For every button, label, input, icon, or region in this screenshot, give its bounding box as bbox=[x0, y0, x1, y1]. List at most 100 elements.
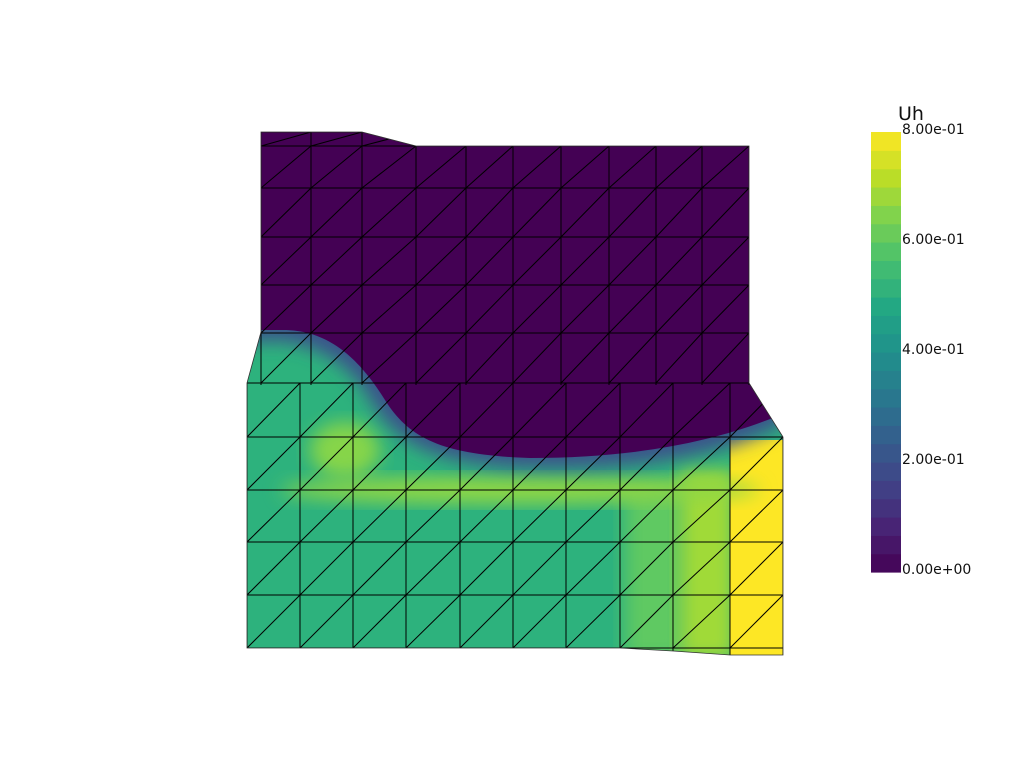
mesh-edge bbox=[701, 132, 750, 147]
mesh-edge bbox=[655, 236, 703, 286]
mesh-edge bbox=[608, 145, 657, 189]
mesh-edge bbox=[701, 284, 750, 334]
mesh-outline bbox=[246, 131, 784, 656]
mesh-edge bbox=[260, 187, 312, 238]
mesh-edge bbox=[310, 145, 363, 189]
mesh-edge bbox=[465, 284, 514, 334]
mesh-edge bbox=[247, 436, 301, 491]
mesh-edge bbox=[361, 236, 417, 286]
mesh-edge bbox=[247, 594, 301, 649]
mesh-edge bbox=[512, 382, 567, 438]
mesh-edge bbox=[415, 236, 467, 286]
mesh-edge bbox=[415, 284, 467, 334]
mesh-edge bbox=[565, 436, 621, 491]
mesh-edge bbox=[260, 284, 312, 334]
mesh-edge bbox=[619, 489, 674, 543]
mesh-edge bbox=[361, 145, 417, 189]
mesh-edge bbox=[310, 332, 363, 384]
mesh-edge bbox=[465, 236, 514, 286]
mesh-edge bbox=[299, 436, 354, 491]
mesh-edge bbox=[608, 332, 657, 384]
mesh-edge bbox=[701, 187, 750, 238]
mesh-edge bbox=[565, 489, 621, 543]
mesh-edge bbox=[459, 489, 514, 543]
mesh-edge bbox=[701, 236, 750, 286]
mesh-edge bbox=[655, 187, 703, 238]
mesh-edge bbox=[310, 236, 363, 286]
mesh-edge bbox=[361, 332, 417, 384]
mesh-edge bbox=[701, 332, 750, 384]
mesh-edge bbox=[608, 132, 657, 147]
mesh-edge bbox=[672, 541, 731, 596]
mesh-field bbox=[247, 132, 783, 655]
mesh-edge bbox=[565, 541, 621, 596]
mesh-edge bbox=[415, 145, 467, 189]
mesh-edge bbox=[299, 382, 354, 438]
mesh-edge bbox=[512, 594, 567, 649]
mesh-edge bbox=[512, 284, 562, 334]
field-fill-right-yellow bbox=[730, 440, 783, 655]
mesh-edge bbox=[415, 132, 467, 147]
mesh-edge bbox=[299, 489, 354, 543]
mesh-edge bbox=[459, 382, 514, 438]
mesh-edge bbox=[608, 284, 657, 334]
mesh-edge bbox=[608, 236, 657, 286]
mesh-edge bbox=[260, 236, 312, 286]
mesh-edge bbox=[459, 436, 514, 491]
mesh-edge bbox=[512, 436, 567, 491]
mesh-edge bbox=[352, 436, 407, 491]
mesh-edge bbox=[299, 594, 354, 649]
mesh-edge bbox=[512, 332, 562, 384]
mesh-edge bbox=[619, 382, 674, 438]
mesh-edge bbox=[560, 132, 610, 147]
mesh-edge bbox=[560, 187, 610, 238]
mesh-edge bbox=[672, 436, 731, 491]
mesh-edge bbox=[247, 382, 301, 438]
mesh-edge bbox=[729, 489, 783, 543]
mesh-edge bbox=[352, 489, 407, 543]
mesh-edge bbox=[361, 284, 417, 334]
mesh-edge bbox=[465, 187, 514, 238]
mesh-edge bbox=[655, 284, 703, 334]
mesh-edge bbox=[619, 594, 674, 649]
mesh-edge bbox=[655, 145, 703, 189]
mesh-edge bbox=[655, 332, 703, 384]
mesh-edge bbox=[560, 236, 610, 286]
mesh-edge bbox=[565, 382, 621, 438]
mesh-edge bbox=[560, 145, 610, 189]
mesh-edge bbox=[672, 382, 731, 438]
mesh-edge bbox=[465, 132, 514, 147]
mesh-edge bbox=[729, 436, 783, 491]
mesh-edge bbox=[619, 541, 674, 596]
mesh-edge bbox=[459, 541, 514, 596]
field-hotspot bbox=[310, 422, 380, 478]
mesh-edge bbox=[565, 594, 621, 649]
mesh-edge bbox=[352, 382, 407, 438]
mesh-edge bbox=[247, 541, 301, 596]
mesh-edge bbox=[729, 541, 783, 596]
mesh-edge bbox=[512, 236, 562, 286]
mesh-edge bbox=[405, 489, 461, 543]
mesh-edge bbox=[655, 132, 703, 147]
mesh-edge bbox=[361, 187, 417, 238]
mesh-edge bbox=[310, 187, 363, 238]
field-fill-right-green bbox=[625, 490, 685, 655]
mesh-edge bbox=[310, 284, 363, 334]
mesh-edge bbox=[415, 187, 467, 238]
mesh-edge bbox=[260, 132, 312, 147]
mesh-edge bbox=[512, 489, 567, 543]
mesh-edge bbox=[260, 332, 312, 384]
mesh-lines bbox=[247, 132, 783, 655]
field-low-region bbox=[247, 132, 783, 458]
mesh-edge bbox=[459, 594, 514, 649]
mesh-edge bbox=[299, 541, 354, 596]
mesh-edge bbox=[672, 489, 731, 543]
mesh-edge bbox=[405, 594, 461, 649]
mesh-edge bbox=[260, 145, 312, 189]
mesh-edge bbox=[352, 541, 407, 596]
mesh-edge bbox=[465, 332, 514, 384]
mesh-edge bbox=[701, 145, 750, 189]
mesh-edge bbox=[405, 436, 461, 491]
mesh-edge bbox=[310, 132, 363, 147]
